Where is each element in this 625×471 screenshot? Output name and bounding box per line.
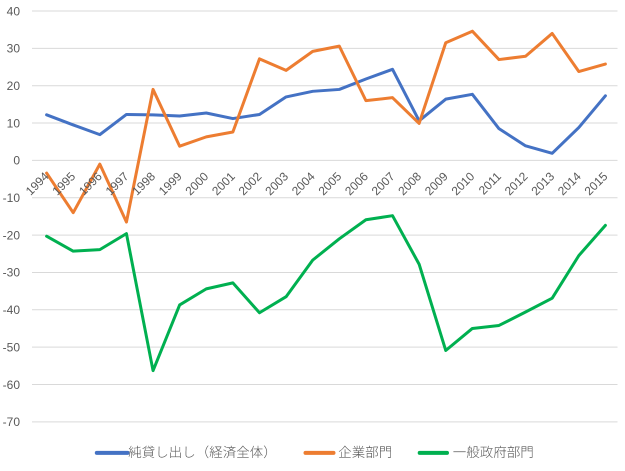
svg-text:0: 0 xyxy=(13,154,20,168)
svg-text:20: 20 xyxy=(7,79,21,93)
svg-text:-70: -70 xyxy=(3,415,21,429)
svg-text:-30: -30 xyxy=(3,266,21,280)
svg-text:10: 10 xyxy=(7,116,21,130)
svg-text:-10: -10 xyxy=(3,191,21,205)
svg-text:-50: -50 xyxy=(3,340,21,354)
svg-text:-40: -40 xyxy=(3,303,21,317)
svg-text:-20: -20 xyxy=(3,228,21,242)
svg-text:30: 30 xyxy=(7,42,21,56)
svg-text:40: 40 xyxy=(7,4,21,18)
svg-text:-60: -60 xyxy=(3,378,21,392)
